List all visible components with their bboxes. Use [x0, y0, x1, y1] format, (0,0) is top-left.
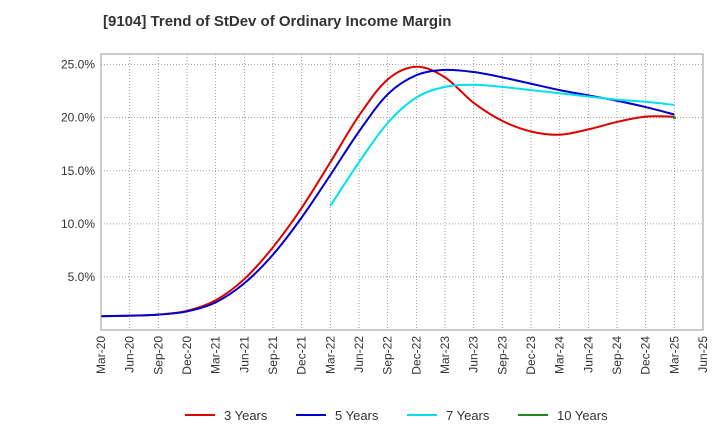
x-tick-label: Sep-20: [151, 336, 165, 375]
legend-label-3-years: 3 Years: [224, 408, 268, 423]
x-tick-label: Jun-25: [696, 336, 710, 373]
x-tick-label: Mar-23: [438, 336, 452, 374]
x-tick-label: Jun-23: [467, 336, 481, 373]
x-tick-label: Dec-21: [295, 336, 309, 375]
y-tick-label: 10.0%: [61, 217, 95, 231]
legend-label-7-years: 7 Years: [446, 408, 490, 423]
x-tick-label: Mar-21: [209, 336, 223, 374]
legend: 3 Years 5 Years 7 Years 10 Years: [185, 408, 608, 423]
y-tick-label: 20.0%: [61, 111, 95, 125]
x-tick-label: Dec-24: [639, 336, 653, 375]
x-tick-label: Jun-24: [581, 336, 595, 373]
x-axis-tick-labels: Mar-20 Jun-20 Sep-20 Dec-20 Mar-21 Jun-21 Sep-…: [94, 336, 710, 375]
legend-label-5-years: 5 Years: [335, 408, 379, 423]
x-tick-label: Sep-21: [266, 336, 280, 375]
plot-background: [101, 54, 703, 330]
series-line-5-years: [100, 68, 675, 318]
x-tick-label: Mar-22: [323, 336, 337, 374]
y-axis-tick-labels: 5.0% 10.0% 15.0% 20.0% 25.0%: [61, 58, 95, 284]
x-tick-label: Dec-20: [180, 336, 194, 375]
x-tick-label: Sep-24: [610, 336, 624, 375]
y-tick-label: 5.0%: [68, 270, 96, 284]
x-tick-label: Mar-20: [94, 336, 108, 374]
legend-label-10-years: 10 Years: [557, 408, 608, 423]
y-tick-label: 15.0%: [61, 164, 95, 178]
x-tick-label: Mar-25: [667, 336, 681, 374]
x-tick-label: Mar-24: [553, 336, 567, 374]
chart-title: [9104] Trend of StDev of Ordinary Income…: [103, 13, 452, 30]
grid-lines: [101, 54, 703, 330]
series-point-10-years: [672, 116, 676, 120]
x-tick-label: Jun-21: [237, 336, 251, 373]
plot-frame: [100, 53, 704, 331]
series-lines: [100, 65, 676, 318]
y-tick-label: 25.0%: [61, 58, 95, 72]
x-tick-label: Dec-23: [524, 336, 538, 375]
x-tick-label: Jun-22: [352, 336, 366, 373]
x-tick-label: Sep-23: [495, 336, 509, 375]
series-line-7-years: [329, 83, 675, 207]
x-tick-label: Jun-20: [123, 336, 137, 373]
x-tick-label: Dec-22: [409, 336, 423, 375]
x-tick-label: Sep-22: [381, 336, 395, 375]
